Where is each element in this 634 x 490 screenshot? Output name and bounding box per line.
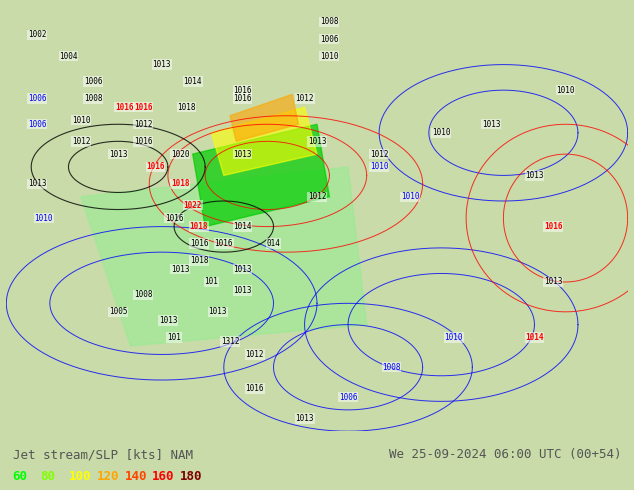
Text: 1312: 1312	[221, 337, 239, 346]
Text: 1013: 1013	[28, 179, 47, 189]
Text: 1016: 1016	[190, 239, 208, 248]
Text: Jet stream/SLP [kts] NAM: Jet stream/SLP [kts] NAM	[13, 448, 193, 461]
Text: 1006: 1006	[28, 120, 47, 129]
Polygon shape	[193, 124, 330, 226]
Text: 1016: 1016	[245, 384, 264, 393]
Text: 1014: 1014	[183, 77, 202, 86]
Text: 1016: 1016	[165, 214, 183, 222]
Text: 1016: 1016	[233, 86, 252, 95]
Text: 60: 60	[13, 469, 27, 483]
Text: 1004: 1004	[59, 51, 78, 61]
Text: 1008: 1008	[134, 290, 152, 299]
Text: 180: 180	[180, 469, 203, 483]
Text: We 25-09-2024 06:00 UTC (00+54): We 25-09-2024 06:00 UTC (00+54)	[389, 448, 621, 461]
Text: 1010: 1010	[72, 116, 90, 124]
Text: 1022: 1022	[183, 201, 202, 210]
Polygon shape	[211, 107, 317, 175]
Text: 160: 160	[152, 469, 175, 483]
Text: 1018: 1018	[171, 179, 190, 189]
Text: 1016: 1016	[134, 137, 152, 146]
Text: 1013: 1013	[233, 149, 252, 159]
Text: 1013: 1013	[158, 316, 177, 325]
Text: 1016: 1016	[214, 239, 233, 248]
Text: 1012: 1012	[370, 149, 389, 159]
Text: 1010: 1010	[34, 214, 53, 222]
Text: 1013: 1013	[525, 171, 544, 180]
Text: 1016: 1016	[146, 162, 165, 171]
Text: 1013: 1013	[482, 120, 500, 129]
Text: 1018: 1018	[190, 256, 208, 265]
Text: 140: 140	[124, 469, 147, 483]
Text: 1018: 1018	[190, 222, 208, 231]
Text: 1010: 1010	[370, 162, 389, 171]
Text: 101: 101	[167, 333, 181, 342]
Text: 1006: 1006	[28, 94, 47, 103]
Text: 1010: 1010	[432, 128, 451, 137]
Polygon shape	[230, 95, 299, 141]
Text: 1013: 1013	[152, 60, 171, 69]
Text: 1013: 1013	[233, 265, 252, 274]
Text: 1013: 1013	[109, 149, 127, 159]
Text: 1016: 1016	[134, 103, 152, 112]
Text: 100: 100	[68, 469, 91, 483]
Text: 1008: 1008	[320, 18, 339, 26]
Text: 1013: 1013	[544, 277, 562, 287]
Text: 1016: 1016	[233, 94, 252, 103]
Text: 1008: 1008	[382, 363, 401, 372]
Text: 1013: 1013	[295, 414, 314, 423]
Text: 1005: 1005	[109, 307, 127, 317]
Text: 1010: 1010	[556, 86, 575, 95]
Text: 1013: 1013	[233, 286, 252, 295]
Text: 1014: 1014	[525, 333, 544, 342]
Text: 1012: 1012	[295, 94, 314, 103]
Text: 80: 80	[41, 469, 56, 483]
Text: 1010: 1010	[444, 333, 463, 342]
Text: 014: 014	[266, 239, 280, 248]
Text: 1012: 1012	[134, 120, 152, 129]
Text: 1006: 1006	[84, 77, 103, 86]
Text: 101: 101	[204, 277, 218, 287]
Text: 120: 120	[96, 469, 119, 483]
Text: 1013: 1013	[307, 137, 327, 146]
Text: 1012: 1012	[245, 350, 264, 359]
Text: 1012: 1012	[72, 137, 90, 146]
Text: 1006: 1006	[320, 34, 339, 44]
Text: 1002: 1002	[28, 30, 47, 39]
Text: 1016: 1016	[115, 103, 134, 112]
Text: 1018: 1018	[178, 103, 196, 112]
Text: 1010: 1010	[401, 192, 420, 201]
Text: 1020: 1020	[171, 149, 190, 159]
Polygon shape	[81, 167, 366, 346]
Text: 1006: 1006	[339, 392, 358, 402]
Text: 1013: 1013	[171, 265, 190, 274]
Text: 1010: 1010	[320, 51, 339, 61]
Text: 1014: 1014	[233, 222, 252, 231]
Text: 1012: 1012	[307, 192, 327, 201]
Text: 1013: 1013	[209, 307, 227, 317]
Text: 1008: 1008	[84, 94, 103, 103]
Text: 1016: 1016	[544, 222, 562, 231]
